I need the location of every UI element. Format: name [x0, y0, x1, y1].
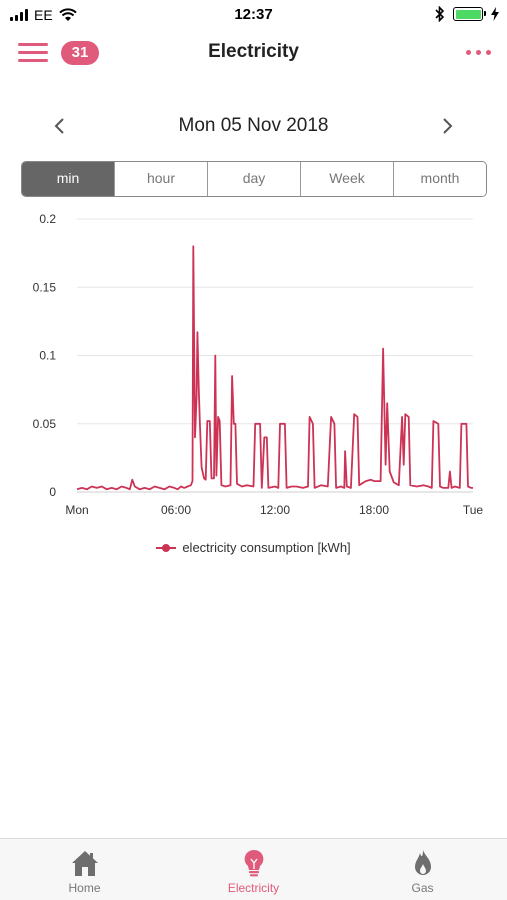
- tab-electricity-label: Electricity: [227, 881, 280, 895]
- y-tick-label: 0: [49, 485, 56, 499]
- x-tick-label: 12:00: [260, 503, 290, 517]
- status-time: 12:37: [234, 6, 273, 23]
- home-icon: [71, 851, 98, 876]
- lightbulb-icon: [244, 849, 263, 877]
- battery-icon: [453, 7, 486, 21]
- segment-hour[interactable]: hour: [115, 162, 208, 196]
- more-options-icon[interactable]: [466, 50, 491, 55]
- resolution-segmented-control: min hour day Week month: [21, 161, 487, 197]
- x-tick-label: 18:00: [359, 503, 389, 517]
- x-tick-label: Mon: [65, 503, 88, 517]
- segment-day[interactable]: day: [208, 162, 301, 196]
- x-axis-ticks: Mon 06:00 12:00 18:00 Tue: [65, 503, 483, 517]
- wifi-icon: [58, 8, 77, 21]
- legend-label: electricity consumption [kWh]: [182, 540, 351, 555]
- chevron-right-icon[interactable]: [435, 114, 459, 138]
- y-tick-label: 0.05: [33, 417, 57, 431]
- carrier-label: EE: [34, 7, 53, 23]
- y-tick-label: 0.15: [33, 280, 57, 294]
- tab-home[interactable]: Home: [0, 839, 169, 900]
- consumption-chart: 0 0.05 0.1 0.15 0.2 Mon 06:00 12:00 18:00 Tue: [33, 212, 484, 517]
- grid-lines: [77, 218, 473, 493]
- y-tick-label: 0.1: [39, 349, 56, 363]
- bluetooth-icon: [435, 6, 445, 22]
- menu-icon[interactable]: [18, 43, 48, 63]
- chevron-left-icon[interactable]: [48, 114, 72, 138]
- x-tick-label: 06:00: [161, 503, 191, 517]
- tab-gas-label: Gas: [411, 881, 434, 895]
- nav-bar: 31 Electricity: [0, 30, 507, 76]
- segment-min[interactable]: min: [22, 162, 115, 196]
- tab-gas[interactable]: Gas: [338, 839, 507, 900]
- x-tick-label: Tue: [463, 503, 484, 517]
- legend-marker: [156, 542, 177, 554]
- status-left: EE: [10, 7, 77, 23]
- segment-week[interactable]: Week: [301, 162, 394, 196]
- y-axis-ticks: 0 0.05 0.1 0.15 0.2: [33, 212, 57, 499]
- date-label: Mon 05 Nov 2018: [178, 115, 329, 136]
- page-title: Electricity: [208, 41, 299, 62]
- segment-month[interactable]: month: [394, 162, 486, 196]
- charging-icon: [491, 7, 499, 21]
- status-bar: EE 12:37: [0, 0, 507, 30]
- tab-electricity[interactable]: Electricity: [169, 839, 338, 900]
- y-tick-label: 0.2: [39, 212, 56, 226]
- notification-badge[interactable]: 31: [61, 41, 99, 65]
- series-line: [76, 245, 473, 491]
- tab-bar: Home Electricity Gas: [0, 838, 507, 900]
- date-navigator: Mon 05 Nov 2018: [0, 108, 507, 144]
- flame-icon: [414, 850, 431, 875]
- signal-icon: [10, 9, 28, 21]
- status-right: [435, 6, 499, 22]
- chart-legend: electricity consumption [kWh]: [0, 540, 507, 555]
- tab-home-label: Home: [68, 881, 101, 895]
